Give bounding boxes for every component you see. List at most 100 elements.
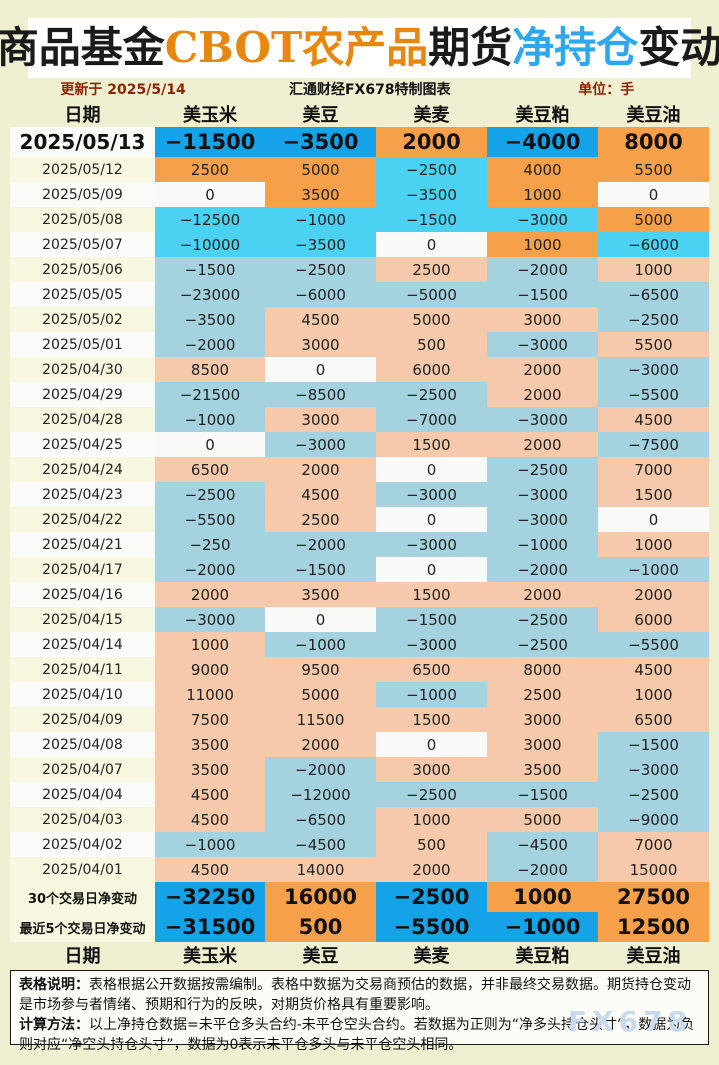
table-row: 2025/04/23 −2500 4500 −3000 −3000 1500 [10, 482, 709, 507]
value-cell: 2000 [376, 127, 487, 157]
table-row: 2025/04/14 1000 −1000 −3000 −2500 −5500 [10, 632, 709, 657]
date-cell: 2025/04/03 [10, 807, 155, 832]
value-cell: −1000 [265, 207, 376, 232]
value-cell: 2500 [265, 507, 376, 532]
value-cell: −3500 [265, 127, 376, 157]
date-cell: 2025/05/06 [10, 257, 155, 282]
date-cell: 2025/04/09 [10, 707, 155, 732]
value-cell: −2500 [598, 782, 709, 807]
column-header-1: 美玉米 [183, 104, 237, 126]
value-cell: 500 [376, 332, 487, 357]
table-row: 2025/04/09 7500 11500 1500 3000 6500 [10, 707, 709, 732]
value-cell: −5500 [598, 632, 709, 657]
date-cell: 2025/04/08 [10, 732, 155, 757]
value-cell: −3000 [487, 482, 598, 507]
value-cell: −1000 [376, 682, 487, 707]
value-cell: −7000 [376, 407, 487, 432]
value-cell: 1500 [598, 482, 709, 507]
value-cell: 0 [598, 182, 709, 207]
value-cell: −2000 [487, 557, 598, 582]
value-cell: 5000 [265, 682, 376, 707]
value-cell: −3000 [376, 482, 487, 507]
value-cell: 6000 [376, 357, 487, 382]
value-cell: 1000 [487, 232, 598, 257]
value-cell: −3000 [598, 357, 709, 382]
value-cell: −11500 [155, 127, 265, 157]
table-row: 2025/04/11 9000 9500 6500 8000 4500 [10, 657, 709, 682]
value-cell: 3500 [265, 182, 376, 207]
value-cell: 3500 [155, 757, 265, 782]
value-cell: −5500 [155, 507, 265, 532]
value-cell: 4500 [155, 807, 265, 832]
value-cell: 0 [376, 557, 487, 582]
table-row: 2025/05/12 2500 5000 −2500 4000 5500 [10, 157, 709, 182]
value-cell: −1000 [265, 632, 376, 657]
subtitle-row: 更新于 2025/5/14 汇通财经FX678特制图表 单位：手 [10, 78, 709, 100]
column-header-5: 美豆油 [626, 946, 681, 967]
title-panel: 商品基金CBOT农产品期货净持仓变动 [0, 18, 719, 78]
title-part-orange: CBOT农产品 [164, 23, 429, 72]
column-header-3: 美麦 [413, 104, 450, 126]
value-cell: −3500 [376, 182, 487, 207]
table-row: 2025/04/04 4500 −12000 −2500 −1500 −2500 [10, 782, 709, 807]
table-row: 2025/04/01 4500 14000 2000 −2000 15000 [10, 857, 709, 882]
value-cell: −5500 [598, 382, 709, 407]
date-cell: 2025/05/12 [10, 157, 155, 182]
column-header-4: 美豆粕 [515, 104, 570, 126]
title-part-black3: 变动 [638, 23, 719, 72]
column-header-1: 美玉米 [183, 946, 237, 967]
value-cell: −1500 [376, 607, 487, 632]
value-cell: 0 [265, 357, 376, 382]
value-cell: 1500 [376, 707, 487, 732]
value-cell: −2000 [487, 257, 598, 282]
table-row: 2025/04/07 3500 −2000 3000 3500 −3000 [10, 757, 709, 782]
table-row: 2025/05/01 −2000 3000 500 −3000 5500 [10, 332, 709, 357]
value-cell: 1500 [376, 582, 487, 607]
unit-label: 单位：手 [578, 82, 635, 98]
value-cell: −4000 [487, 127, 598, 157]
date-cell: 2025/04/21 [10, 532, 155, 557]
column-header-2: 美豆 [302, 104, 339, 126]
value-cell: 4500 [265, 482, 376, 507]
date-cell: 2025/04/23 [10, 482, 155, 507]
value-cell: −3000 [265, 432, 376, 457]
date-cell: 2025/05/13 [10, 127, 155, 157]
table-row: 2025/04/25 0 −3000 1500 2000 −7500 [10, 432, 709, 457]
date-cell: 2025/04/04 [10, 782, 155, 807]
value-cell: −1500 [376, 207, 487, 232]
source-label: 汇通财经FX678特制图表 [288, 82, 451, 98]
value-cell: −6000 [265, 282, 376, 307]
value-cell: 8500 [155, 357, 265, 382]
value-cell: 3000 [487, 307, 598, 332]
value-cell: 3000 [265, 407, 376, 432]
value-cell: 6500 [376, 657, 487, 682]
value-cell: 2000 [265, 732, 376, 757]
value-cell: 2000 [598, 582, 709, 607]
value-cell: 7500 [155, 707, 265, 732]
value-cell: −3500 [265, 232, 376, 257]
value-cell: 2000 [376, 857, 487, 882]
table-row: 2025/05/05 −23000 −6000 −5000 −1500 −6500 [10, 282, 709, 307]
date-cell: 2025/04/07 [10, 757, 155, 782]
value-cell: 7000 [598, 457, 709, 482]
value-cell: −2500 [487, 632, 598, 657]
value-cell: 6000 [598, 607, 709, 632]
value-cell: −1000 [155, 832, 265, 857]
column-header-3: 美麦 [413, 946, 450, 967]
value-cell: 4000 [487, 157, 598, 182]
value-cell: 1000 [487, 182, 598, 207]
table-row: 2025/05/13 −11500 −3500 2000 −4000 8000 [10, 127, 709, 157]
value-cell: −3000 [487, 407, 598, 432]
value-cell: −23000 [155, 282, 265, 307]
column-header-2: 美豆 [302, 946, 339, 967]
value-cell: 1000 [598, 257, 709, 282]
date-cell: 2025/04/28 [10, 407, 155, 432]
value-cell: 14000 [265, 857, 376, 882]
date-cell: 2025/04/01 [10, 857, 155, 882]
value-cell: −10000 [155, 232, 265, 257]
value-cell: 3000 [265, 332, 376, 357]
value-cell: −2500 [265, 257, 376, 282]
value-cell: 2500 [155, 157, 265, 182]
summary-value-cell: 12500 [598, 912, 709, 942]
table-row: 2025/04/29 −21500 −8500 −2500 2000 −5500 [10, 382, 709, 407]
